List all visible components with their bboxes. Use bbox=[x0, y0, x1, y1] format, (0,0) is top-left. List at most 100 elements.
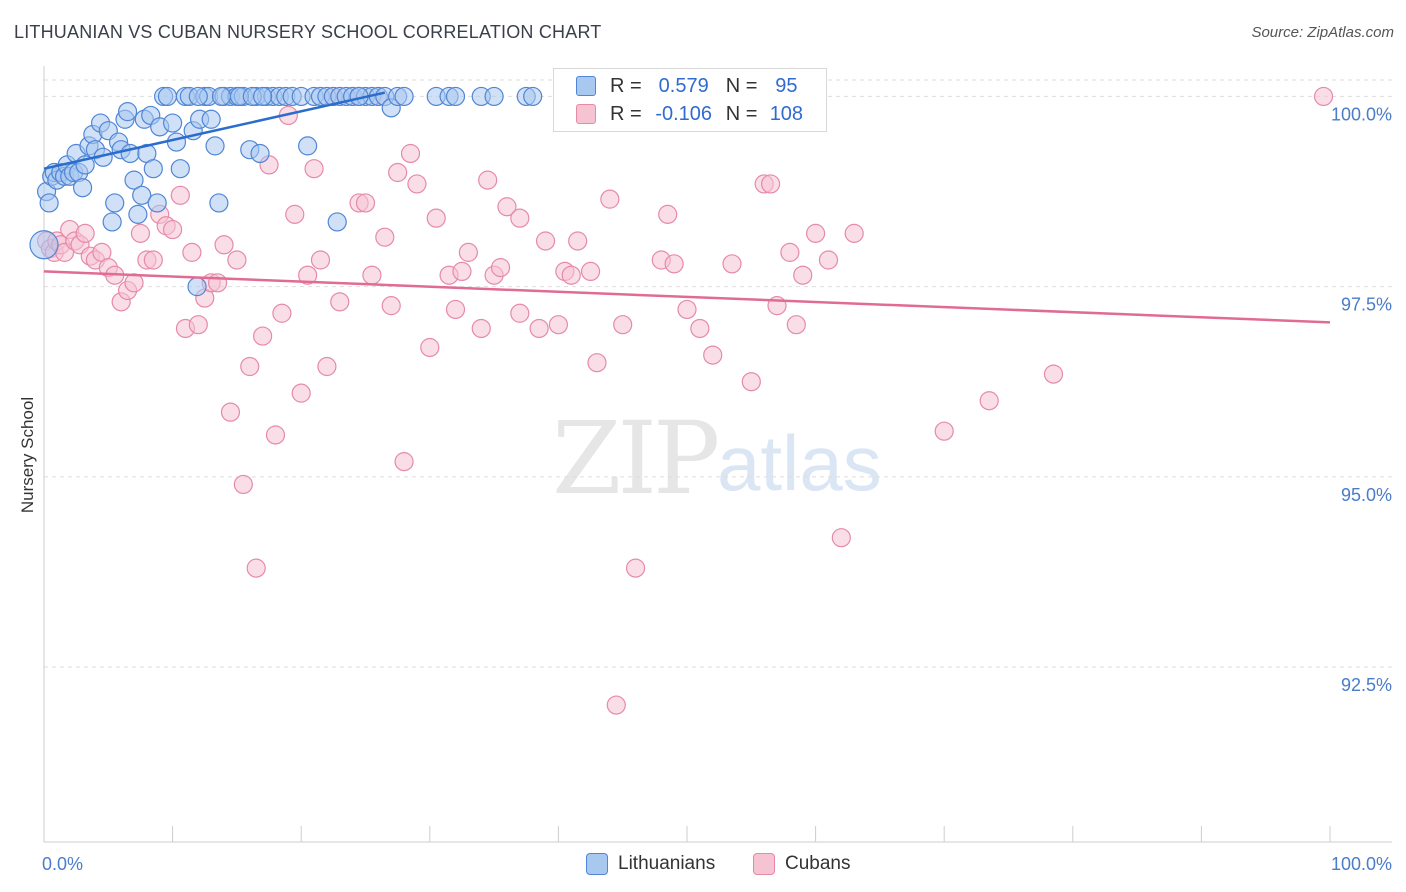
cuban-point bbox=[741, 372, 761, 392]
y-tick-label: 97.5% bbox=[1341, 295, 1392, 315]
legend-n-label: N = bbox=[725, 74, 758, 97]
lithuanian-point bbox=[163, 113, 183, 133]
y-tick-label: 100.0% bbox=[1331, 104, 1392, 124]
tick-labels: 92.5% 95.0% 97.5% 100.0% 0.0% 100.0% bbox=[42, 104, 1392, 874]
cuban-point bbox=[355, 193, 376, 213]
watermark-atlas: atlas bbox=[717, 419, 882, 507]
cuban-point bbox=[844, 223, 864, 243]
cuban-point bbox=[690, 318, 710, 339]
cubans-points bbox=[36, 86, 1334, 715]
lithuanian-point bbox=[327, 212, 347, 232]
lithuanian-point bbox=[187, 277, 207, 297]
legend-swatch-lithuanians bbox=[576, 76, 596, 96]
cuban-point bbox=[760, 174, 781, 194]
bottom-legend-label-lithuanians: Lithuanians bbox=[618, 853, 716, 874]
bottom-legend-lithuanians: Lithuanians bbox=[586, 852, 715, 876]
cuban-point bbox=[246, 558, 266, 578]
lithuanian-point bbox=[39, 193, 59, 213]
lithuanian-point bbox=[102, 212, 122, 232]
cuban-point bbox=[182, 242, 202, 262]
lithuanian-point bbox=[128, 204, 148, 224]
legend-r-lithuanians: 0.579 bbox=[658, 74, 709, 97]
cuban-point bbox=[240, 356, 260, 377]
cuban-point bbox=[298, 265, 318, 285]
lithuanian-point bbox=[523, 86, 543, 107]
cuban-point bbox=[818, 250, 839, 270]
lithuanian-point bbox=[205, 136, 225, 156]
cuban-point bbox=[703, 345, 723, 365]
cuban-point bbox=[934, 421, 954, 441]
bottom-legend-swatch-lithuanians bbox=[586, 853, 608, 875]
cuban-point bbox=[600, 189, 620, 209]
cuban-point bbox=[510, 303, 530, 323]
legend-n-cubans: 108 bbox=[769, 102, 804, 125]
y-tick-label: 92.5% bbox=[1341, 675, 1392, 695]
lithuanian-point bbox=[117, 102, 138, 122]
cuban-point bbox=[143, 250, 163, 270]
legend-r-label: R = bbox=[610, 102, 642, 125]
lithuanian-point bbox=[143, 159, 163, 179]
legend-n-lithuanians: 95 bbox=[775, 74, 798, 97]
lithuanian-point bbox=[105, 193, 125, 213]
cuban-point bbox=[445, 299, 466, 320]
cuban-point bbox=[568, 231, 588, 251]
cuban-point bbox=[426, 208, 446, 228]
lithuanian-point bbox=[132, 185, 152, 205]
cuban-point bbox=[658, 204, 678, 224]
cuban-point bbox=[722, 254, 742, 274]
cuban-point bbox=[362, 265, 382, 285]
bottom-legend-swatch-cubans bbox=[753, 853, 775, 875]
cuban-point bbox=[587, 353, 607, 373]
lithuanian-point bbox=[170, 159, 190, 179]
cuban-point bbox=[625, 558, 646, 578]
lithuanian-point bbox=[211, 86, 232, 107]
lithuanians-trend-line bbox=[43, 91, 386, 170]
cuban-point bbox=[471, 318, 491, 339]
lithuanian-point bbox=[157, 86, 178, 107]
cuban-point bbox=[1043, 364, 1064, 384]
cuban-point bbox=[780, 242, 800, 262]
cuban-point bbox=[220, 402, 241, 422]
legend-r-cubans: -0.106 bbox=[655, 102, 713, 125]
cuban-point bbox=[831, 528, 851, 548]
lithuanian-point bbox=[124, 170, 144, 190]
cuban-point bbox=[265, 425, 286, 445]
cuban-point bbox=[677, 299, 697, 320]
bottom-legend-label-cubans: Cubans bbox=[785, 853, 851, 874]
cuban-point bbox=[613, 315, 633, 335]
cuban-point bbox=[478, 170, 498, 190]
bottom-legend-cubans: Cubans bbox=[753, 852, 851, 876]
cuban-point bbox=[979, 391, 999, 411]
cuban-point bbox=[664, 254, 684, 274]
cuban-point bbox=[253, 326, 273, 346]
lithuanian-point bbox=[394, 86, 414, 107]
cuban-point bbox=[304, 159, 324, 179]
chart-title: LITHUANIAN VS CUBAN NURSERY SCHOOL CORRE… bbox=[14, 22, 602, 42]
cuban-point bbox=[490, 258, 511, 278]
axes bbox=[43, 66, 1392, 843]
cuban-point bbox=[163, 219, 183, 240]
legend-swatch-cubans bbox=[576, 104, 596, 124]
cuban-point bbox=[452, 261, 472, 282]
cuban-point bbox=[793, 265, 813, 285]
lithuanian-point bbox=[29, 230, 59, 260]
cuban-point bbox=[310, 250, 331, 270]
legend-row-lithuanians: R = 0.579 N = 95 bbox=[576, 73, 815, 99]
lithuanian-point bbox=[166, 132, 187, 152]
cuban-point bbox=[497, 197, 517, 217]
cuban-point bbox=[170, 185, 190, 205]
cuban-point bbox=[407, 174, 427, 194]
lithuanian-point bbox=[253, 86, 273, 107]
watermark-zip: ZIP bbox=[552, 400, 720, 517]
cuban-point bbox=[130, 223, 151, 243]
cuban-point bbox=[291, 383, 311, 403]
y-tick-label: 95.0% bbox=[1341, 485, 1392, 505]
x-tick-label-max: 100.0% bbox=[1331, 854, 1392, 874]
cuban-point bbox=[388, 162, 408, 183]
cuban-point bbox=[548, 315, 569, 335]
x-tick-label-min: 0.0% bbox=[42, 854, 83, 874]
cuban-point bbox=[214, 235, 234, 255]
lithuanian-point bbox=[147, 193, 167, 213]
trend-lines bbox=[43, 91, 1331, 324]
